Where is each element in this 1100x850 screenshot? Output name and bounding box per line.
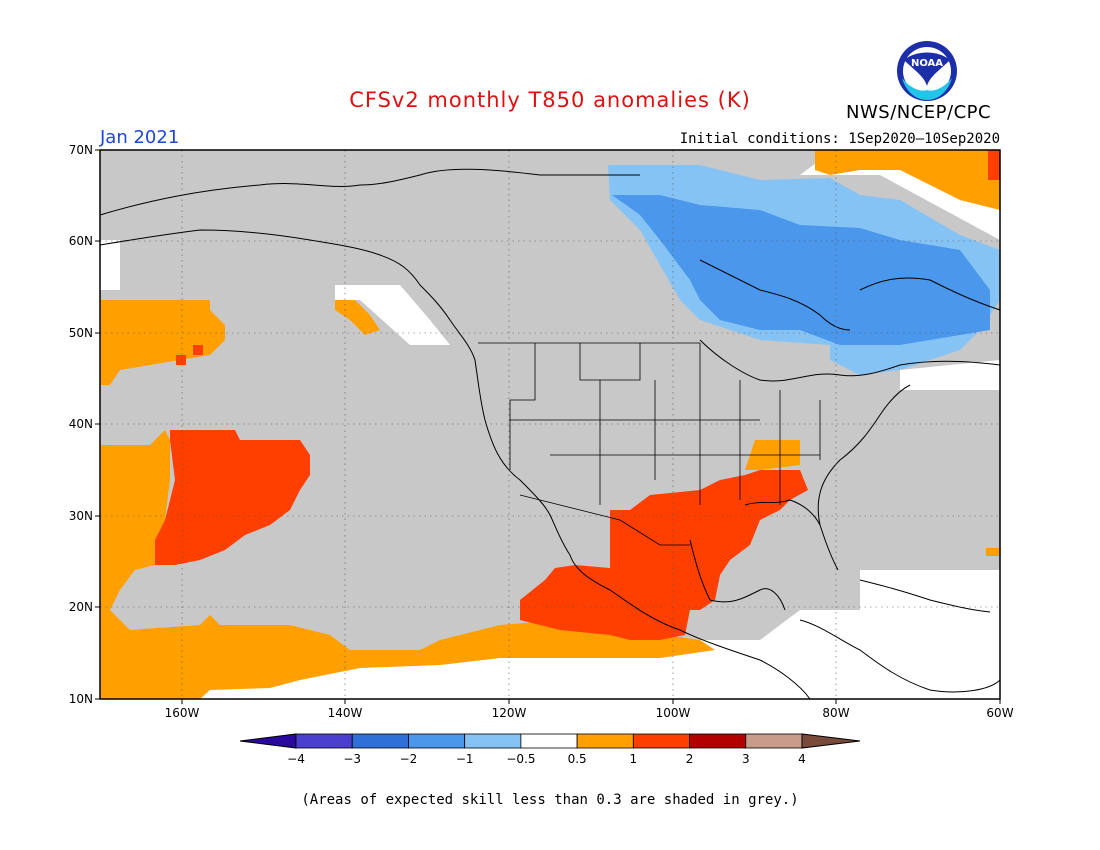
colorbar-swatch: [295, 733, 353, 749]
red-speck: [193, 345, 203, 355]
colorbar: [239, 733, 861, 749]
lon-label: 100W: [656, 706, 691, 720]
colorbar-swatch: [745, 733, 803, 749]
hudson-bay: [699, 259, 851, 331]
colorbar-label: 2: [686, 752, 694, 766]
us-mexico-border: [519, 494, 690, 546]
colorbar-labels: −4 −3 −2 −1 −0.5 0.5 1 2 3 4: [287, 752, 806, 766]
red-speck: [176, 355, 186, 365]
quebec-coast: [859, 277, 1001, 311]
lon-label: 160W: [165, 706, 200, 720]
colorbar-label: 4: [798, 752, 806, 766]
orange-north-pacific: [100, 300, 225, 385]
white-region-northwest: [100, 240, 120, 290]
colorbar-label: −2: [400, 752, 418, 766]
noaa-logo: NOAA: [897, 41, 957, 101]
orange-arctic: [815, 150, 1000, 210]
skill-note: (Areas of expected skill less than 0.3 a…: [301, 792, 799, 808]
forecast-month: Jan 2021: [100, 127, 180, 148]
colorbar-label: −0.5: [506, 752, 535, 766]
colorbar-swatch: [576, 733, 634, 749]
logo-text: NOAA: [911, 58, 943, 69]
colorbar-label: 1: [630, 752, 638, 766]
colorbar-label: −4: [287, 752, 305, 766]
white-region-newfoundland: [900, 360, 1000, 390]
lat-label: 30N: [69, 509, 93, 523]
colorbar-swatch: [351, 733, 409, 749]
great-lakes-canada: [699, 339, 1001, 382]
pacific-coast: [99, 229, 811, 700]
lon-label: 140W: [328, 706, 363, 720]
arctic-coast: [99, 168, 640, 216]
lat-label: 50N: [69, 326, 93, 340]
state-borders: [478, 342, 821, 546]
latitude-labels: 70N 60N 50N 40N 30N 20N 10N: [69, 143, 93, 706]
gulf-coast: [689, 539, 786, 611]
longitude-labels: 160W 140W 120W 100W 80W 60W: [165, 706, 1014, 720]
white-region-alaska: [335, 285, 450, 345]
florida: [744, 499, 839, 571]
coastlines: [99, 168, 1001, 700]
colorbar-label: 3: [742, 752, 750, 766]
lon-label: 80W: [822, 706, 849, 720]
colorbar-swatch: [689, 733, 747, 749]
colorbar-label: −1: [456, 752, 474, 766]
axis-ticks: [95, 149, 1001, 704]
lat-label: 10N: [69, 692, 93, 706]
lat-label: 40N: [69, 417, 93, 431]
orange-speck: [986, 548, 1000, 556]
chart-title: CFSv2 monthly T850 anomalies (K): [349, 88, 751, 112]
lat-label: 60N: [69, 234, 93, 248]
colorbar-swatch: [520, 733, 578, 749]
lat-label: 70N: [69, 143, 93, 157]
colorbar-arrow-low: [239, 733, 297, 749]
colorbar-arrow-high: [801, 733, 861, 749]
anomaly-field: [100, 150, 1000, 699]
red-arctic: [988, 150, 1000, 180]
lon-label: 60W: [986, 706, 1013, 720]
lat-label: 20N: [69, 600, 93, 614]
colorbar-swatch: [632, 733, 690, 749]
central-america-coast: [799, 619, 1001, 693]
colorbar-swatch: [408, 733, 466, 749]
white-region-caribbean: [860, 570, 1000, 612]
graticule: [100, 150, 1000, 699]
orange-alaska: [335, 300, 380, 335]
state-line: [509, 343, 536, 470]
blue-region: [612, 195, 990, 345]
colorbar-swatch: [464, 733, 522, 749]
orange-central-pacific: [100, 430, 170, 610]
organization-label: NWS/NCEP/CPC: [846, 102, 992, 123]
atlantic-coast: [817, 384, 911, 526]
red-mexico-gulf: [520, 470, 808, 640]
initial-conditions: Initial conditions: 1Sep2020–10Sep2020: [679, 131, 1000, 147]
lon-label: 120W: [492, 706, 527, 720]
colorbar-label: −3: [343, 752, 361, 766]
colorbar-label: 0.5: [568, 752, 587, 766]
state-line: [579, 343, 641, 381]
orange-south-band: [100, 610, 715, 699]
red-central-pacific: [155, 430, 310, 565]
cuba: [859, 579, 991, 613]
